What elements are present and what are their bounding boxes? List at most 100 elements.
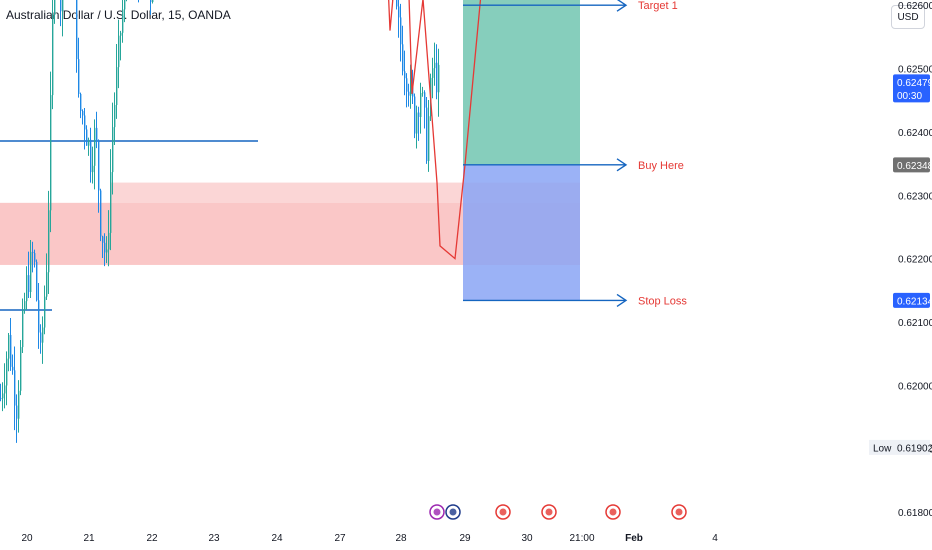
stop-zone	[463, 164, 580, 301]
candle-body	[80, 93, 82, 112]
candle-body	[98, 141, 100, 191]
candle-body	[28, 275, 30, 292]
candle-body	[32, 251, 34, 254]
economic-event-icon-dot	[609, 508, 617, 516]
x-tick-label: 24	[271, 533, 283, 544]
candle-body	[112, 127, 114, 173]
x-tick-label: 21	[83, 533, 95, 544]
candle-body	[14, 370, 16, 406]
candle-body	[106, 249, 108, 253]
candle-body	[0, 397, 2, 399]
economic-event-icon-dot	[675, 508, 683, 516]
currency-button[interactable]: USD	[891, 5, 925, 29]
buy-here-arrow-icon	[616, 158, 628, 172]
economic-event-icon-dot	[499, 508, 507, 516]
candle-body	[418, 112, 420, 117]
candle-body	[10, 334, 12, 367]
candle-body	[50, 95, 52, 211]
economic-event-icon-dot	[545, 508, 553, 516]
candle-body	[408, 91, 410, 96]
y-tick-label: 0.62600	[898, 1, 932, 12]
candle-body	[432, 68, 434, 78]
candle-body	[38, 300, 40, 333]
candle-body	[428, 116, 430, 161]
candle-body	[402, 44, 404, 72]
candle-body	[436, 62, 438, 93]
candle-body	[396, 0, 398, 7]
candle-body	[420, 93, 422, 117]
low-value: 0.61902	[897, 443, 932, 454]
candle-body	[88, 139, 90, 146]
y-tick-label: 0.62400	[898, 128, 932, 139]
x-tick-label: 29	[459, 533, 471, 544]
candle-body	[52, 14, 54, 96]
candle-body	[416, 112, 418, 134]
candle-body	[410, 78, 412, 96]
y-tick-label: 0.62500	[898, 65, 932, 76]
candle-body	[46, 272, 48, 297]
stop-loss-arrow-icon	[616, 293, 628, 307]
x-tick-label: 27	[334, 533, 346, 544]
candle-body	[116, 67, 118, 106]
y-tick-label: 0.61800	[898, 508, 932, 519]
y-tick-label: 0.62000	[898, 381, 932, 392]
candle-body	[422, 92, 424, 94]
candle-body	[54, 0, 56, 15]
candle-body	[20, 347, 22, 391]
x-tick-label: Feb	[625, 533, 643, 544]
candle-body	[406, 78, 408, 92]
buy-price-tag: 0.62348	[897, 161, 932, 172]
candle-body	[108, 232, 110, 250]
x-tick-label: 30	[521, 533, 533, 544]
candle-body	[424, 92, 426, 108]
candle-body	[40, 332, 42, 343]
candle-body	[82, 111, 84, 116]
candle-body	[86, 129, 88, 146]
candle-body	[42, 327, 44, 343]
target-zone	[463, 0, 580, 165]
candle-body	[12, 366, 14, 371]
target-1-label: Target 1	[638, 0, 678, 12]
candle-body	[96, 127, 98, 142]
candle-body	[78, 59, 80, 94]
current-price-tag-bg	[893, 74, 930, 103]
stop-price-tag: 0.62134	[897, 296, 932, 307]
x-tick-label: 22	[146, 533, 158, 544]
candle-body	[398, 6, 400, 18]
candle-body	[36, 261, 38, 301]
current-price-tag: 0.62479	[897, 78, 932, 89]
x-tick-label: 23	[208, 533, 220, 544]
candle-body	[118, 35, 120, 68]
candle-body	[100, 190, 102, 237]
buy-price-tag-bg	[893, 157, 930, 173]
y-tick-label: 0.62100	[898, 318, 932, 329]
candle-body	[92, 165, 94, 173]
candle-body	[30, 251, 32, 292]
candle-body	[48, 210, 50, 273]
candle-body	[150, 0, 152, 3]
y-tick-label: 0.62200	[898, 255, 932, 266]
candle-body	[414, 96, 416, 134]
current-price-tag-countdown: 00:30	[897, 91, 922, 102]
candle-body	[26, 275, 28, 302]
candle-body	[114, 105, 116, 128]
low-tag-bg	[869, 439, 930, 455]
candle-body	[2, 393, 4, 399]
y-tick-label: 0.62300	[898, 191, 932, 202]
candle-body	[34, 253, 36, 262]
candle-body	[426, 107, 428, 161]
x-tick-label: 21:00	[569, 533, 594, 544]
buy-here-label: Buy Here	[638, 160, 684, 172]
candle-body	[124, 0, 126, 10]
candle-body	[76, 0, 78, 60]
stop-loss-label: Stop Loss	[638, 295, 687, 307]
candle-body	[22, 309, 24, 348]
candle-body	[90, 139, 92, 173]
candle-body	[120, 32, 122, 36]
candle-body	[438, 64, 440, 93]
economic-event-icon-dot	[433, 508, 441, 516]
x-tick-label: 20	[21, 533, 33, 544]
candle-body	[44, 296, 46, 328]
x-tick-label: 28	[395, 533, 407, 544]
